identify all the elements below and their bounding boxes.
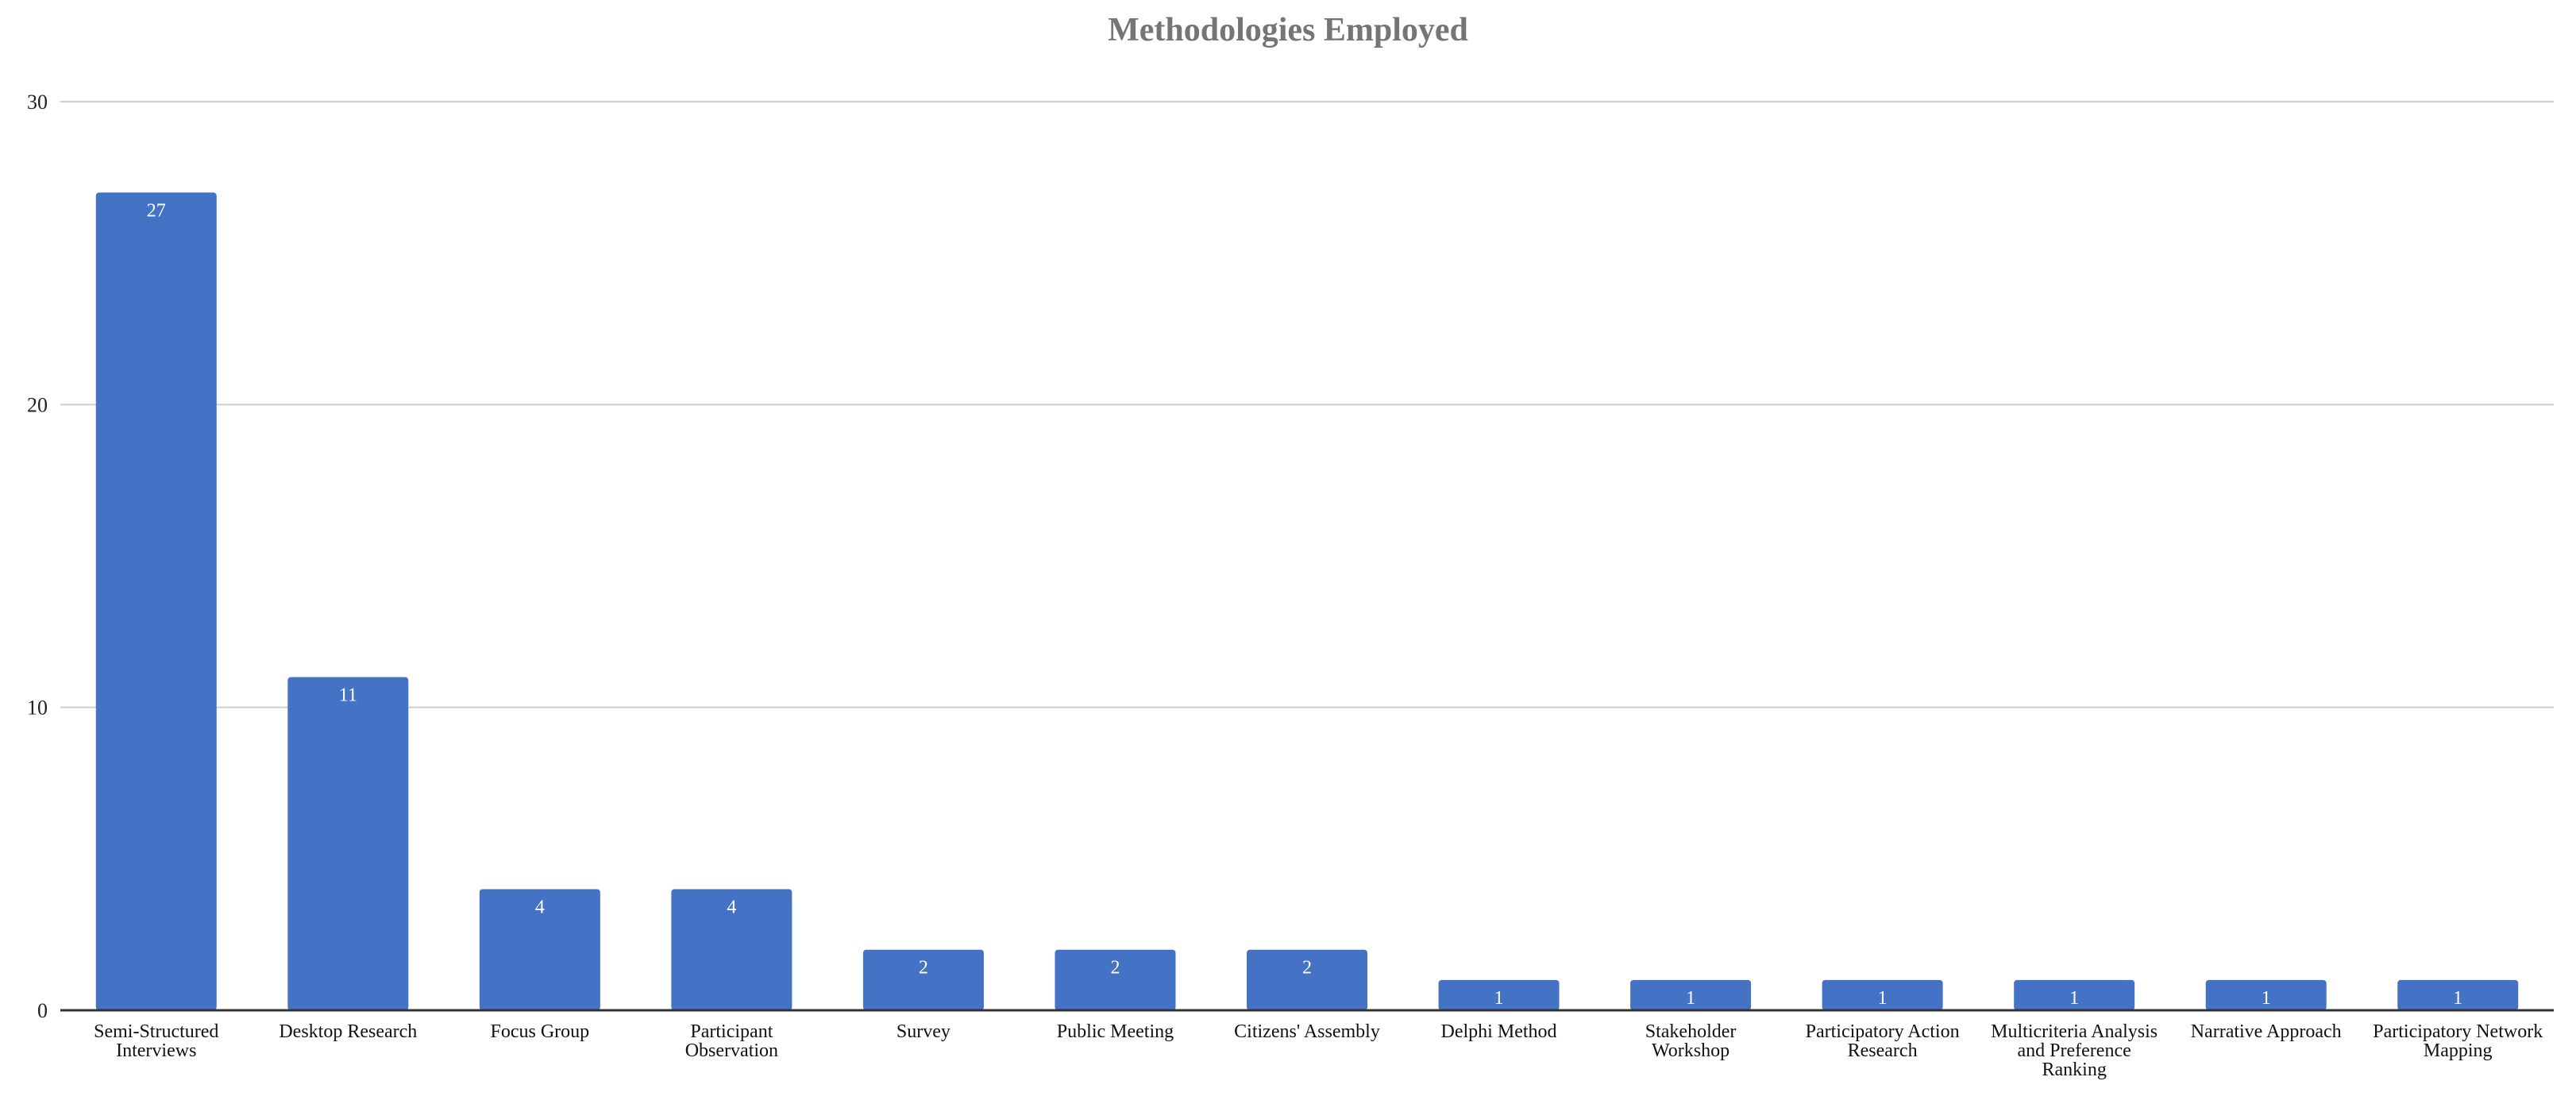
x-tick-label: Participatory Network xyxy=(2373,1021,2543,1042)
data-label: 2 xyxy=(1110,958,1120,979)
x-tick-label: and Preference xyxy=(2018,1040,2131,1061)
data-label: 1 xyxy=(2069,988,2079,1009)
x-tick-label: Participatory Action xyxy=(1806,1021,1960,1042)
y-tick-label: 20 xyxy=(27,393,48,416)
y-tick-label: 30 xyxy=(27,91,48,114)
bar xyxy=(1630,979,1752,1010)
x-tick-label: Mapping xyxy=(2424,1040,2493,1061)
x-tick-label: Participant xyxy=(690,1021,773,1042)
x-tick-label: Focus Group xyxy=(491,1021,590,1042)
data-label: 1 xyxy=(1686,988,1695,1009)
bar xyxy=(479,889,600,1010)
x-tick-label: Semi-Structured xyxy=(94,1021,218,1042)
x-tick-label: Workshop xyxy=(1652,1040,1730,1061)
bar xyxy=(862,949,984,1010)
x-tick-label: Citizens' Assembly xyxy=(1234,1021,1380,1042)
data-label: 4 xyxy=(535,897,545,917)
y-tick-label: 0 xyxy=(37,999,48,1022)
bar xyxy=(287,677,409,1010)
data-label: 1 xyxy=(1494,988,1504,1009)
x-tick-label: Narrative Approach xyxy=(2191,1021,2342,1042)
data-label: 1 xyxy=(2453,988,2462,1009)
bar xyxy=(1438,979,1560,1010)
bar xyxy=(1247,949,1367,1010)
x-tick-label: Delphi Method xyxy=(1441,1021,1557,1042)
data-label: 1 xyxy=(1878,988,1888,1009)
data-label: 2 xyxy=(919,958,928,979)
x-tick-label: Multicriteria Analysis xyxy=(1991,1021,2158,1042)
y-tick-label: 10 xyxy=(27,697,48,720)
x-tick-label: Research xyxy=(1848,1040,1918,1061)
x-tick-label: Interviews xyxy=(116,1040,196,1061)
x-tick-label: Stakeholder xyxy=(1645,1021,1737,1042)
x-tick-label: Desktop Research xyxy=(279,1021,417,1042)
bar xyxy=(1055,949,1176,1010)
data-label: 1 xyxy=(2262,988,2271,1009)
x-tick-label: Observation xyxy=(685,1040,778,1061)
bar xyxy=(2014,979,2135,1010)
x-tick-label: Survey xyxy=(897,1021,951,1042)
chart-title: Methodologies Employed xyxy=(1108,12,1468,48)
data-label: 4 xyxy=(727,897,736,917)
bar xyxy=(671,889,792,1010)
x-tick-label: Public Meeting xyxy=(1057,1021,1174,1042)
bar xyxy=(2397,979,2519,1010)
bar xyxy=(1822,979,1943,1010)
data-label: 2 xyxy=(1302,958,1312,979)
x-tick-label: Ranking xyxy=(2042,1060,2106,1080)
bar xyxy=(95,192,217,1010)
data-label: 27 xyxy=(147,200,166,221)
data-label: 11 xyxy=(339,685,357,706)
bar xyxy=(2205,979,2327,1010)
